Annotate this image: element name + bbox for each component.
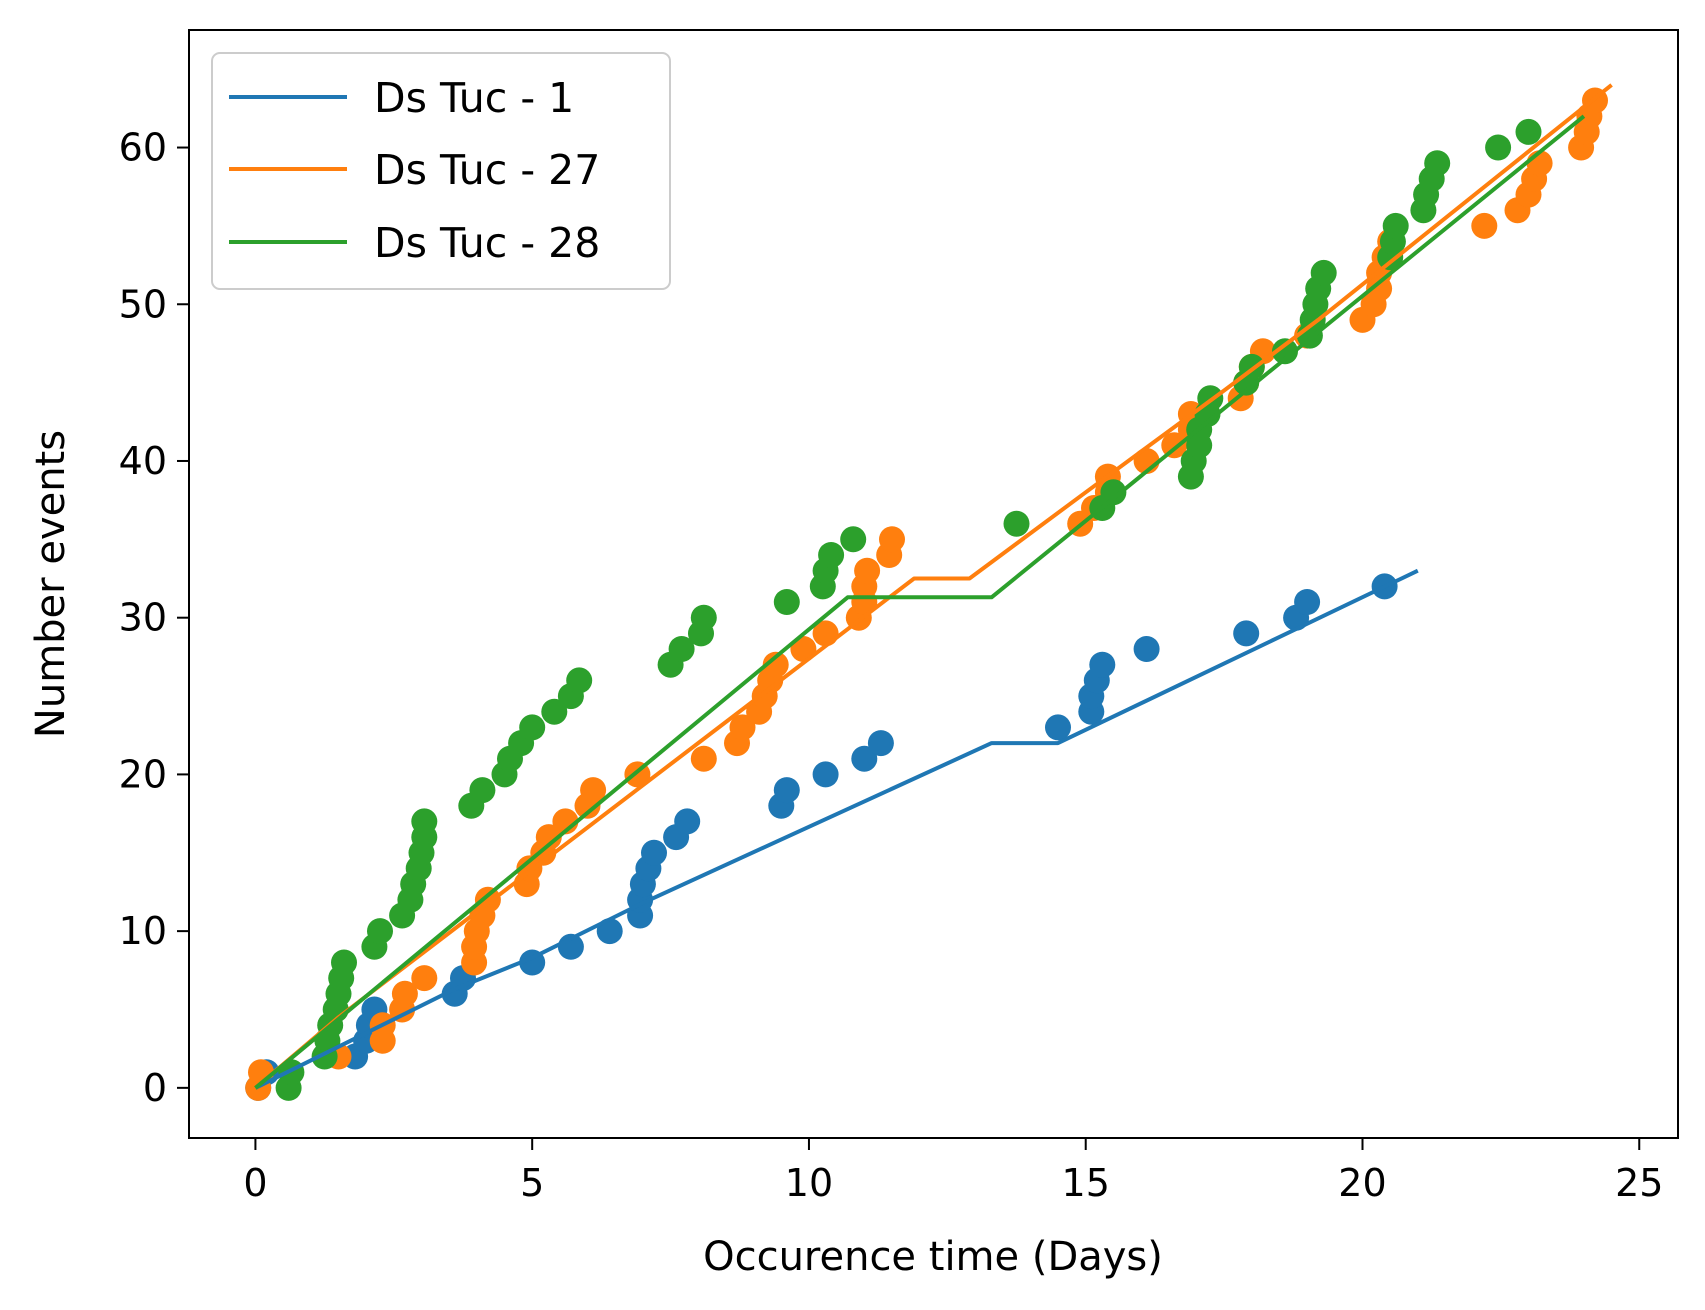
point-ds-tuc-28-31 [773,589,800,615]
point-ds-tuc-28-52 [1310,259,1337,286]
x-tick-label-0: 0 [243,1161,267,1205]
point-ds-tuc-28-24 [541,698,568,725]
point-ds-tuc-27-19 [580,777,607,804]
legend-label-ds-tuc-1: Ds Tuc - 1 [374,74,574,122]
point-ds-tuc-1-28 [1133,636,1160,662]
point-ds-tuc-27-35 [879,526,905,553]
point-ds-tuc-28-34 [818,542,845,568]
point-ds-tuc-1-19 [773,777,800,804]
point-ds-tuc-28-30 [690,604,717,631]
point-ds-tuc-28-47 [1272,338,1298,365]
y-tick-label-0: 0 [143,1066,167,1110]
point-ds-tuc-28-23 [519,714,546,741]
point-ds-tuc-27-6 [391,980,418,1007]
point-ds-tuc-1-17 [674,808,701,835]
point-ds-tuc-28-59 [1424,150,1451,177]
legend: Ds Tuc - 1 Ds Tuc - 27 Ds Tuc - 28 [211,52,671,290]
x-tick-label-5: 5 [520,1161,544,1205]
y-axis-label: Number events [28,430,74,738]
point-ds-tuc-1-29 [1233,620,1260,647]
plot-frame [188,29,1679,1139]
point-ds-tuc-1-27 [1089,651,1116,678]
point-ds-tuc-28-60 [1485,134,1512,161]
y-tick-label-20: 20 [119,752,167,796]
point-ds-tuc-1-20 [812,761,839,788]
point-ds-tuc-27-23 [729,714,756,741]
y-tick-label-30: 30 [119,596,167,640]
point-ds-tuc-1-22 [867,730,894,757]
y-tick-label-10: 10 [119,909,167,953]
x-tick-label-10: 10 [785,1161,833,1205]
point-ds-tuc-28-35 [840,526,867,553]
x-tick-label-25: 25 [1615,1161,1663,1205]
x-tick-label-20: 20 [1338,1161,1386,1205]
point-ds-tuc-28-55 [1382,212,1409,239]
point-ds-tuc-1-31 [1294,589,1321,615]
fit-line-ds-tuc-28 [254,114,1586,1090]
point-ds-tuc-28-36 [1003,510,1030,537]
point-ds-tuc-27-21 [690,745,717,772]
y-axis: 0 10 20 30 40 50 60 [119,126,189,1110]
x-axis-label: Occurence time (Days) [703,1234,1163,1280]
fit-line-ds-tuc-27 [254,83,1613,1090]
point-ds-tuc-1-21 [851,745,878,772]
point-ds-tuc-28-38 [1100,479,1127,506]
x-axis: 0 5 10 15 20 25 [243,1138,1663,1205]
legend-label-ds-tuc-28: Ds Tuc - 28 [374,219,600,267]
y-tick-label-40: 40 [119,439,167,483]
point-ds-tuc-27-27 [762,651,789,678]
y-tick-label-60: 60 [119,126,167,170]
series-layer [245,83,1613,1101]
point-ds-tuc-1-15 [641,839,667,866]
y-tick-label-50: 50 [119,282,167,326]
fit-line-ds-tuc-1 [254,568,1419,1090]
point-ds-tuc-28-61 [1515,118,1542,145]
point-ds-tuc-28-8 [331,949,357,976]
point-ds-tuc-27-7 [411,965,438,992]
point-ds-tuc-27-16 [535,824,562,851]
point-ds-tuc-27-55 [1471,212,1498,239]
point-ds-tuc-28-17 [411,808,438,835]
point-ds-tuc-1-23 [1045,714,1071,741]
point-ds-tuc-28-26 [566,667,593,694]
point-ds-tuc-28-28 [668,636,695,662]
legend-label-ds-tuc-27: Ds Tuc - 27 [374,146,600,194]
legend-frame [211,52,671,290]
point-ds-tuc-28-10 [367,918,393,945]
point-ds-tuc-27-33 [854,557,881,584]
x-tick-label-15: 15 [1062,1161,1110,1205]
point-ds-tuc-28-19 [469,777,496,804]
